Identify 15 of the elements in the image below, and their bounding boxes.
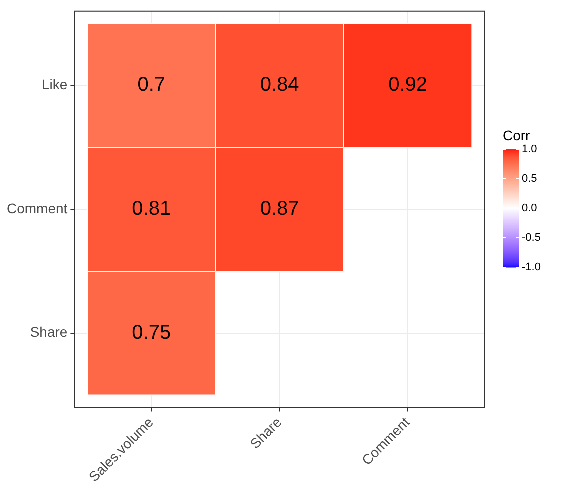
color-bar-label: -1.0 (522, 262, 541, 274)
color-bar-title: Corr (503, 127, 531, 144)
y-tick-label: Like (42, 76, 68, 93)
color-bar-label: 1.0 (522, 144, 538, 156)
y-tick-label: Share (30, 324, 68, 340)
data-label: 0.84 (260, 74, 300, 96)
color-bar-label: 0.0 (522, 202, 538, 215)
data-label: 0.87 (260, 198, 300, 220)
data-label: 0.7 (138, 74, 166, 96)
data-label: 0.92 (388, 74, 428, 96)
data-label: 0.75 (132, 322, 172, 344)
color-bar-label: 0.5 (522, 173, 538, 186)
data-label: 0.81 (132, 198, 172, 220)
y-tick-label: Comment (6, 200, 68, 216)
color-bar-label: -0.5 (522, 232, 541, 244)
